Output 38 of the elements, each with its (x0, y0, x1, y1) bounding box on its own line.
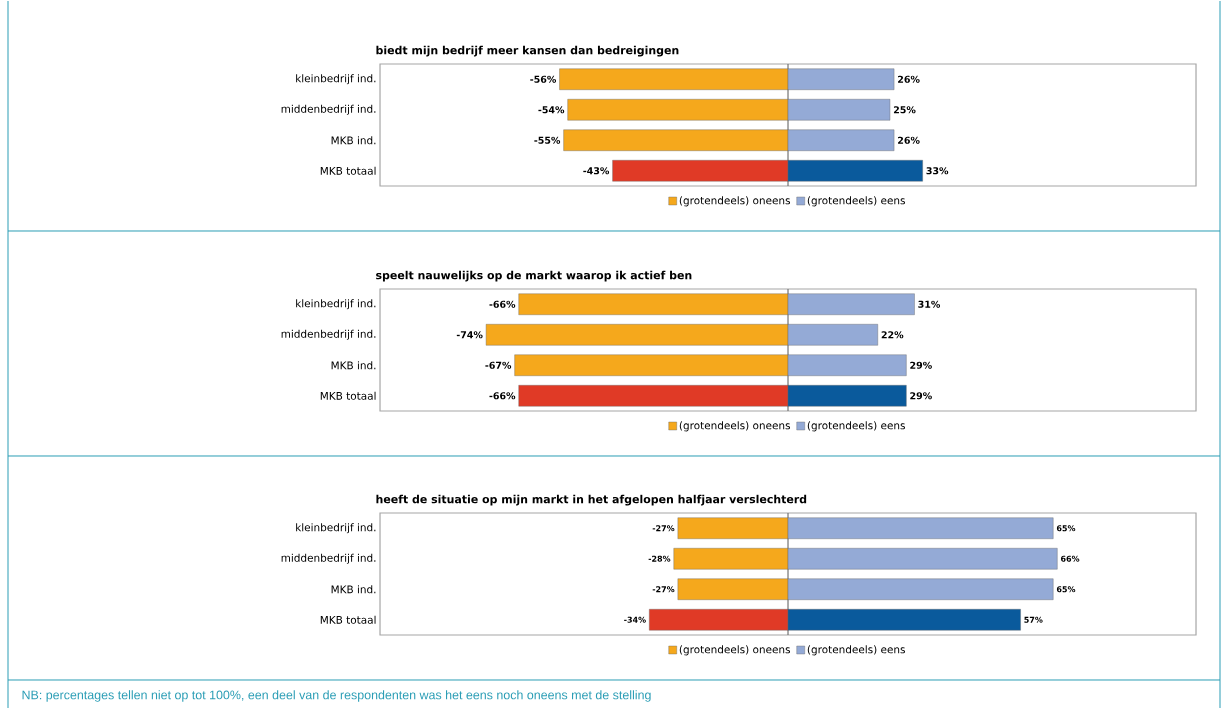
legend-label: (grotendeels) oneens (679, 196, 791, 207)
y-tick-label: MKB totaal (320, 391, 376, 400)
legend-label: (grotendeels) eens (807, 196, 905, 207)
y-tick-label: kleinbedrijf ind. (296, 298, 376, 310)
data-label: -66% (489, 391, 516, 400)
legend-label: (grotendeels) oneens (679, 421, 791, 432)
y-tick-label: middenbedrijf ind. (281, 104, 376, 115)
chart-title: biedt mijn bedrijf meer kansen dan bedreigingen (376, 45, 679, 57)
data-label: 22% (881, 330, 904, 339)
text: NB: percentages tellen niet op tot 100%, een deel van de respondenten was het eens noch oneens met de stelling (22, 689, 651, 702)
y-tick-label: MKB ind. (331, 135, 376, 145)
data-label: -55% (534, 136, 561, 144)
y-tick-label: middenbedrijf ind. (281, 553, 376, 564)
data-label: -56% (530, 75, 557, 83)
y-tick-label: MKB ind. (331, 360, 376, 370)
data-label: 29% (910, 391, 932, 400)
y-tick-label: MKB totaal (320, 166, 376, 175)
data-label: 26% (898, 136, 920, 144)
legend-label: (grotendeels) oneens (679, 645, 791, 656)
y-tick-label: kleinbedrijf ind. (296, 73, 376, 85)
data-label: 26% (898, 75, 920, 83)
data-label: -74% (456, 330, 483, 339)
data-label: -67% (485, 361, 512, 369)
y-tick-label: kleinbedrijf ind. (296, 522, 376, 534)
data-label: -66% (489, 300, 516, 308)
chart-title: heeft de situatie op mijn markt in het afgelopen halfjaar verslechterd (376, 494, 807, 506)
legend-label: (grotendeels) eens (807, 421, 905, 432)
chart-title: speelt nauwelijks op de markt waarop ik actief ben (376, 270, 692, 282)
data-label: -54% (538, 105, 565, 114)
data-label: 29% (910, 361, 932, 369)
data-label: 31% (918, 300, 941, 308)
data-label: 25% (893, 105, 916, 114)
y-tick-label: MKB totaal (320, 615, 376, 624)
legend-label: (grotendeels) eens (807, 645, 905, 656)
data-label: -43% (583, 166, 610, 175)
data-label: 33% (926, 166, 949, 175)
y-tick-label: MKB ind. (331, 584, 376, 594)
y-tick-label: middenbedrijf ind. (281, 329, 376, 340)
